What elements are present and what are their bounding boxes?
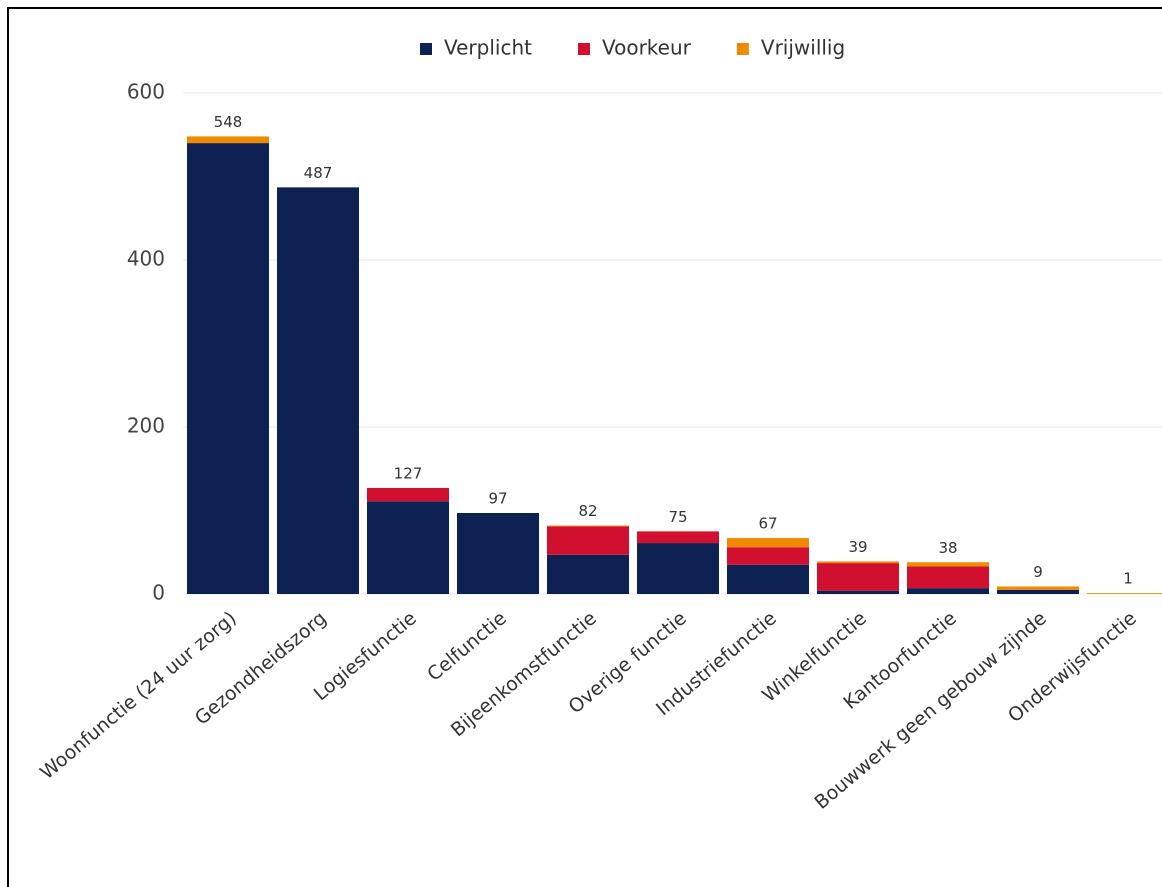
total-label: 548: [214, 113, 243, 131]
bar-segment: [1087, 593, 1162, 594]
y-tick-label: 600: [127, 80, 165, 104]
total-label: 127: [394, 464, 423, 482]
bar-segment: [817, 563, 899, 591]
bar-segment: [367, 487, 449, 502]
total-label: 38: [938, 539, 957, 557]
y-tick-label: 0: [152, 581, 165, 605]
total-label: 487: [304, 164, 333, 182]
legend-swatch: [736, 43, 749, 55]
bar-segment: [907, 562, 989, 567]
bar-segment: [547, 526, 629, 555]
bar-segment: [637, 531, 719, 544]
legend-swatch: [420, 43, 432, 55]
x-tick-label: Bijeenkomstfunctie: [447, 607, 601, 741]
bar-segment: [547, 554, 629, 594]
bar-segment: [727, 564, 809, 594]
total-label: 39: [848, 538, 867, 556]
legend-label: Vrijwillig: [761, 36, 845, 60]
bar-segment: [817, 561, 899, 564]
y-tick-label: 400: [127, 247, 165, 271]
bar-segment: [907, 566, 989, 589]
bar-segment: [187, 143, 269, 594]
bar-segment: [997, 589, 1079, 594]
total-label: 97: [488, 490, 507, 508]
bar-segment: [277, 187, 359, 595]
total-label: 75: [668, 508, 687, 526]
bar-segment: [997, 586, 1079, 590]
total-label: 67: [758, 515, 777, 533]
legend-swatch: [577, 43, 590, 55]
bar-segment: [547, 525, 629, 527]
total-label: 1: [1123, 570, 1133, 588]
bar-segment: [637, 543, 719, 594]
bar-segment: [727, 538, 809, 548]
legend-label: Voorkeur: [602, 36, 692, 60]
bar-segment: [727, 547, 809, 565]
total-label: 82: [578, 502, 597, 520]
frame: [7, 7, 1162, 887]
y-tick-label: 200: [127, 414, 165, 438]
bar-segment: [457, 513, 539, 594]
bar-segment: [187, 136, 269, 144]
total-label: 9: [1033, 563, 1043, 581]
bar-segment: [367, 501, 449, 594]
legend-label: Verplicht: [444, 36, 532, 60]
x-tick-label: Celfunctie: [423, 607, 511, 685]
bar-segment: [907, 588, 989, 594]
bar-segment: [817, 590, 899, 594]
